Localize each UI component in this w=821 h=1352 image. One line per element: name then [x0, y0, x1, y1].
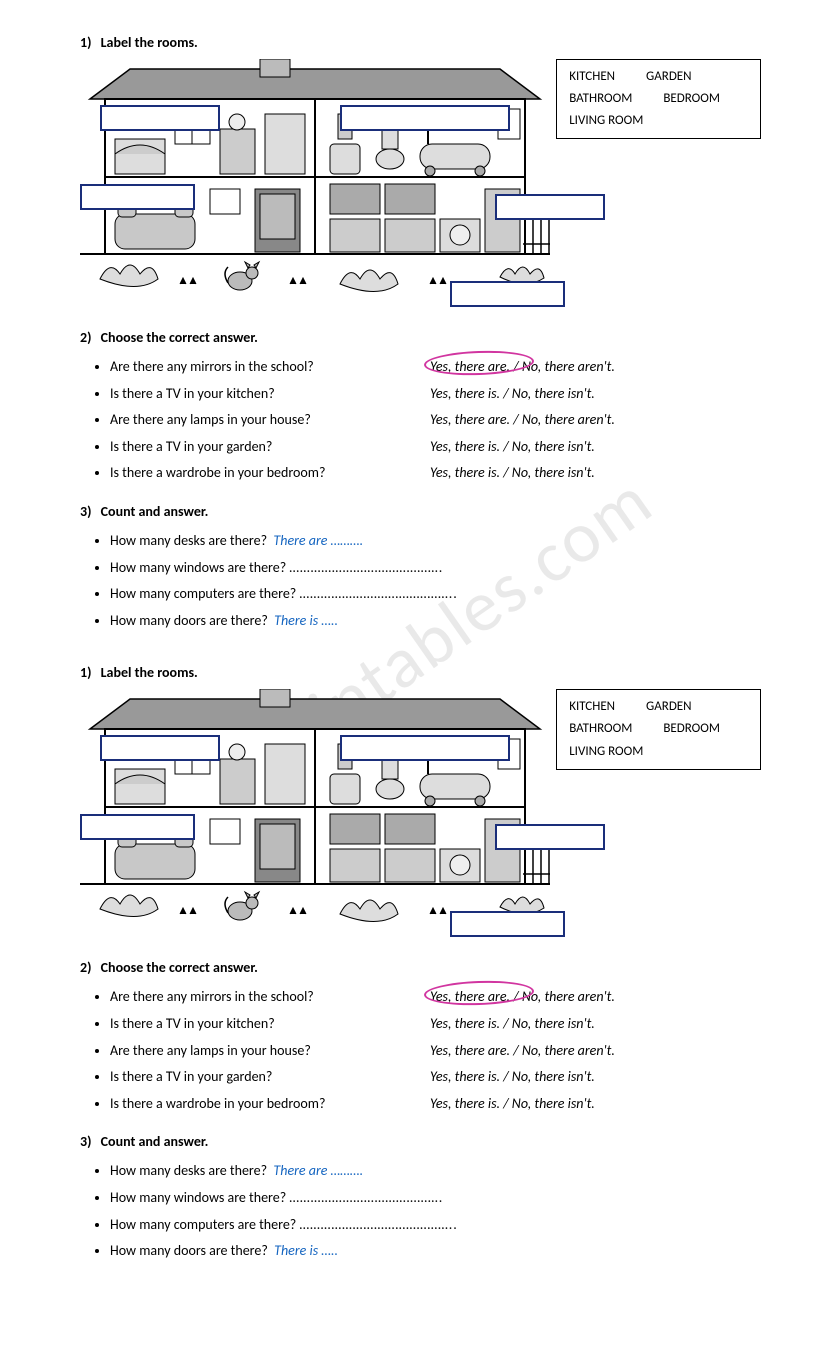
q2-answer[interactable]: Yes, there are. / No, there aren't. — [430, 407, 615, 434]
q2-question: Is there a TV in your kitchen? — [110, 381, 430, 408]
q2-question: Are there any lamps in your house? — [110, 407, 430, 434]
q2-question: Are there any mirrors in the school? — [110, 354, 430, 381]
q3-question: How many doors are there? — [110, 1242, 268, 1259]
house-exercise-area: KITCHEN GARDEN BATHROOM BEDROOM LIVING R… — [80, 689, 761, 939]
section2-header: 2) Choose the correct answer. — [80, 959, 761, 976]
q2-answer[interactable]: Yes, there are. / No, there aren't. — [430, 1038, 615, 1065]
q3-hint: There is ….. — [274, 1242, 338, 1259]
q3-list: How many desks are there? There are ……….… — [80, 528, 761, 634]
q2-answer[interactable]: Yes, there is. / No, there isn't. — [430, 460, 595, 487]
q2-list: Are there any mirrors in the school? Yes… — [80, 354, 761, 487]
house-exercise-area: KITCHEN GARDEN BATHROOM BEDROOM LIVING R… — [80, 59, 761, 309]
q2-answer[interactable]: Yes, there is. / No, there isn't. — [430, 381, 595, 408]
label-box[interactable] — [495, 824, 605, 850]
section2-header: 2) Choose the correct answer. — [80, 329, 761, 346]
label-box[interactable] — [80, 814, 195, 840]
q2-answer[interactable]: Yes, there is. / No, there isn't. — [430, 1011, 595, 1038]
section3-num: 3) — [80, 503, 91, 520]
section2-num: 2) — [80, 329, 91, 346]
house-illustration — [80, 59, 550, 299]
house-illustration — [80, 689, 550, 929]
word-bathroom: BATHROOM — [569, 88, 632, 110]
section1-header: 1) Label the rooms. — [80, 34, 761, 51]
q2-question: Are there any lamps in your house? — [110, 1038, 430, 1065]
q3-blank[interactable]: …………………………………….. — [299, 1216, 457, 1233]
q3-hint: There is ….. — [274, 612, 338, 629]
word-bank: KITCHEN GARDEN BATHROOM BEDROOM LIVING R… — [556, 689, 761, 769]
q3-hint: There are ………. — [273, 1162, 363, 1179]
label-box[interactable] — [100, 105, 220, 131]
label-box[interactable] — [450, 911, 565, 937]
q2-question: Is there a TV in your garden? — [110, 434, 430, 461]
q3-hint: There are ………. — [273, 532, 363, 549]
q3-question: How many doors are there? — [110, 612, 268, 629]
q3-list: How many desks are there? There are ……….… — [80, 1158, 761, 1264]
label-box[interactable] — [450, 281, 565, 307]
worksheet-copy-1: 1) Label the rooms. KITCHEN GARDEN BATHR… — [80, 34, 761, 634]
section1-num: 1) — [80, 34, 91, 51]
label-box[interactable] — [340, 105, 510, 131]
q2-list: Are there any mirrors in the school? Yes… — [80, 984, 761, 1117]
section1-title: Label the rooms. — [101, 34, 198, 51]
q3-blank[interactable]: ……………………………………. — [289, 1189, 443, 1206]
q2-answer[interactable]: Yes, there are. / No, there aren't. — [430, 984, 615, 1011]
q2-answer[interactable]: Yes, there is. / No, there isn't. — [430, 434, 595, 461]
q2-answer[interactable]: Yes, there is. / No, there isn't. — [430, 1064, 595, 1091]
label-box[interactable] — [100, 735, 220, 761]
label-box[interactable] — [495, 194, 605, 220]
q3-question: How many desks are there? — [110, 532, 267, 549]
q2-question: Is there a TV in your garden? — [110, 1064, 430, 1091]
q2-answer[interactable]: Yes, there are. / No, there aren't. — [430, 354, 615, 381]
section3-header: 3) Count and answer. — [80, 1133, 761, 1150]
q3-blank[interactable]: ……………………………………. — [289, 559, 443, 576]
q3-question: How many windows are there? — [110, 1189, 286, 1206]
label-box[interactable] — [80, 184, 195, 210]
q2-question: Are there any mirrors in the school? — [110, 984, 430, 1011]
section3-title: Count and answer. — [101, 503, 209, 520]
q3-question: How many computers are there? — [110, 1216, 296, 1233]
word-bedroom: BEDROOM — [663, 88, 720, 110]
word-garden: GARDEN — [646, 66, 692, 88]
q2-answer[interactable]: Yes, there is. / No, there isn't. — [430, 1091, 595, 1118]
word-bank: KITCHEN GARDEN BATHROOM BEDROOM LIVING R… — [556, 59, 761, 139]
q2-question: Is there a wardrobe in your bedroom? — [110, 460, 430, 487]
section2-title: Choose the correct answer. — [101, 329, 258, 346]
q3-question: How many desks are there? — [110, 1162, 267, 1179]
q3-question: How many windows are there? — [110, 559, 286, 576]
q3-blank[interactable]: …………………………………….. — [299, 585, 457, 602]
worksheet-copy-2: 1) Label the rooms. KITCHEN GARDEN BATHR… — [80, 664, 761, 1264]
q2-question: Is there a wardrobe in your bedroom? — [110, 1091, 430, 1118]
q3-question: How many computers are there? — [110, 585, 296, 602]
section1-header: 1) Label the rooms. — [80, 664, 761, 681]
section3-header: 3) Count and answer. — [80, 503, 761, 520]
word-kitchen: KITCHEN — [569, 66, 615, 88]
q2-question: Is there a TV in your kitchen? — [110, 1011, 430, 1038]
word-livingroom: LIVING ROOM — [569, 110, 643, 132]
label-box[interactable] — [340, 735, 510, 761]
